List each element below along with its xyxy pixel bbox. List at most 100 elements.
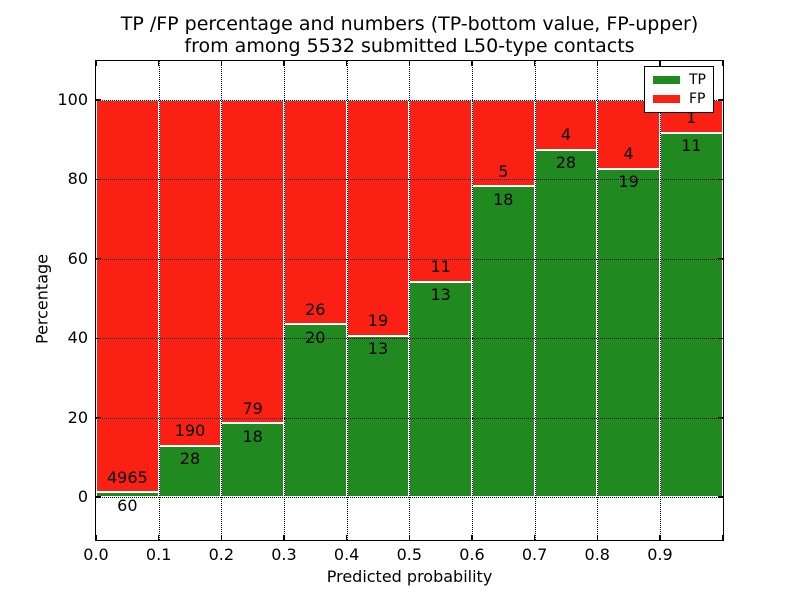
tp-bar-segment xyxy=(659,133,723,497)
tp-bar-segment xyxy=(96,492,159,497)
fp-count-label: 4 xyxy=(560,124,572,144)
v-gridline xyxy=(221,61,223,540)
x-tick xyxy=(471,535,473,540)
tp-count-label: 18 xyxy=(493,189,514,209)
x-tick xyxy=(158,535,160,540)
tp-bar-segment xyxy=(597,169,660,497)
x-tick xyxy=(722,535,724,540)
fp-count-label: 1 xyxy=(686,108,697,128)
y-tick xyxy=(718,337,723,339)
tp-bar-segment xyxy=(471,186,535,497)
chart-title-line2: from among 5532 submitted L50-type conta… xyxy=(184,35,635,57)
fp-count-label: 5 xyxy=(498,161,509,181)
y-tick xyxy=(96,99,101,101)
x-tick xyxy=(534,61,536,66)
x-tick xyxy=(408,535,410,540)
x-tick xyxy=(471,61,473,66)
chart-title-line1: TP /FP percentage and numbers (TP-bottom… xyxy=(120,13,699,35)
x-tick xyxy=(408,61,410,66)
tp-count-label: 13 xyxy=(367,338,389,358)
y-tick xyxy=(718,258,723,260)
y-tick-label: 0 xyxy=(77,487,88,506)
x-tick xyxy=(722,61,724,66)
v-gridline xyxy=(659,61,661,540)
y-tick-label: 100 xyxy=(57,90,88,109)
tp-bar-segment xyxy=(346,335,410,497)
x-tick xyxy=(659,535,661,540)
fp-count-label: 79 xyxy=(242,398,263,418)
x-tick-label: 0.2 xyxy=(208,545,235,564)
v-gridline xyxy=(471,61,473,540)
fp-bar-segment xyxy=(346,100,410,336)
legend-tp-swatch-icon xyxy=(653,76,680,84)
y-tick xyxy=(96,496,101,498)
tp-bar-segment xyxy=(534,149,598,497)
fp-bar-segment xyxy=(534,100,598,150)
fp-count-label: 11 xyxy=(430,257,451,277)
x-tick-label: 0.4 xyxy=(333,545,360,564)
v-gridline xyxy=(409,61,411,540)
plot-area: TP FP 4965 60 190 28 79 18 26 20 19 13 11 13 5 18 4 28 4… xyxy=(95,60,724,541)
x-tick xyxy=(346,61,348,66)
legend-fp-swatch-icon xyxy=(653,95,680,103)
y-tick xyxy=(96,337,101,339)
x-tick-label: 0.0 xyxy=(83,545,109,564)
tp-bar-segment xyxy=(283,324,347,497)
x-tick-label: 0.9 xyxy=(647,545,673,564)
v-gridline xyxy=(346,61,348,540)
x-axis-label: Predicted probability xyxy=(326,567,493,586)
tp-count-label: 19 xyxy=(618,172,639,192)
x-tick-label: 0.5 xyxy=(396,545,423,564)
y-tick xyxy=(718,178,723,180)
tp-count-label: 11 xyxy=(681,136,702,156)
y-tick-label: 80 xyxy=(67,169,88,189)
x-tick xyxy=(346,535,348,540)
tp-count-label: 13 xyxy=(430,285,451,305)
y-tick xyxy=(718,496,723,498)
v-gridline xyxy=(283,61,285,540)
fp-count-label: 4965 xyxy=(106,467,148,487)
x-tick-label: 0.3 xyxy=(271,545,297,564)
x-tick xyxy=(283,61,285,66)
y-tick-label: 40 xyxy=(67,328,88,348)
x-tick-label: 0.1 xyxy=(145,545,172,564)
y-tick xyxy=(96,178,101,180)
tp-bar-segment xyxy=(409,281,472,497)
tp-count-label: 18 xyxy=(242,426,263,446)
x-tick xyxy=(596,61,598,66)
fp-bar-segment xyxy=(221,100,284,424)
fp-count-label: 19 xyxy=(367,311,389,330)
x-tick xyxy=(220,535,222,540)
tp-count-label: 20 xyxy=(305,327,326,347)
fp-count-label: 4 xyxy=(623,144,634,164)
tp-count-label: 60 xyxy=(117,495,138,515)
tp-bar-segment xyxy=(158,446,222,497)
x-tick xyxy=(283,535,285,540)
v-gridline xyxy=(597,61,599,540)
x-tick xyxy=(158,61,160,66)
v-gridline xyxy=(534,61,536,540)
fp-bar-segment xyxy=(409,100,472,282)
x-tick-label: 0.8 xyxy=(584,545,610,564)
chart-title: TP /FP percentage and numbers (TP-bottom… xyxy=(96,13,723,57)
v-gridline xyxy=(158,61,160,540)
tp-count-label: 28 xyxy=(179,449,201,469)
x-tick xyxy=(95,61,97,66)
x-tick-label: 0.7 xyxy=(521,545,548,564)
tp-count-label: 28 xyxy=(555,152,577,172)
fp-bar-segment xyxy=(158,100,222,447)
y-tick-label: 60 xyxy=(67,248,88,268)
x-tick xyxy=(659,61,661,66)
x-tick xyxy=(596,535,598,540)
fp-count-label: 190 xyxy=(174,421,206,441)
legend-item-tp: TP xyxy=(653,72,713,88)
legend-fp-label: FP xyxy=(689,91,706,107)
y-tick xyxy=(96,258,101,260)
y-tick xyxy=(718,417,723,419)
x-tick xyxy=(534,535,536,540)
legend: TP FP xyxy=(644,66,714,113)
legend-tp-label: TP xyxy=(689,72,706,88)
x-tick xyxy=(220,61,222,66)
y-tick-label: 20 xyxy=(67,407,88,427)
